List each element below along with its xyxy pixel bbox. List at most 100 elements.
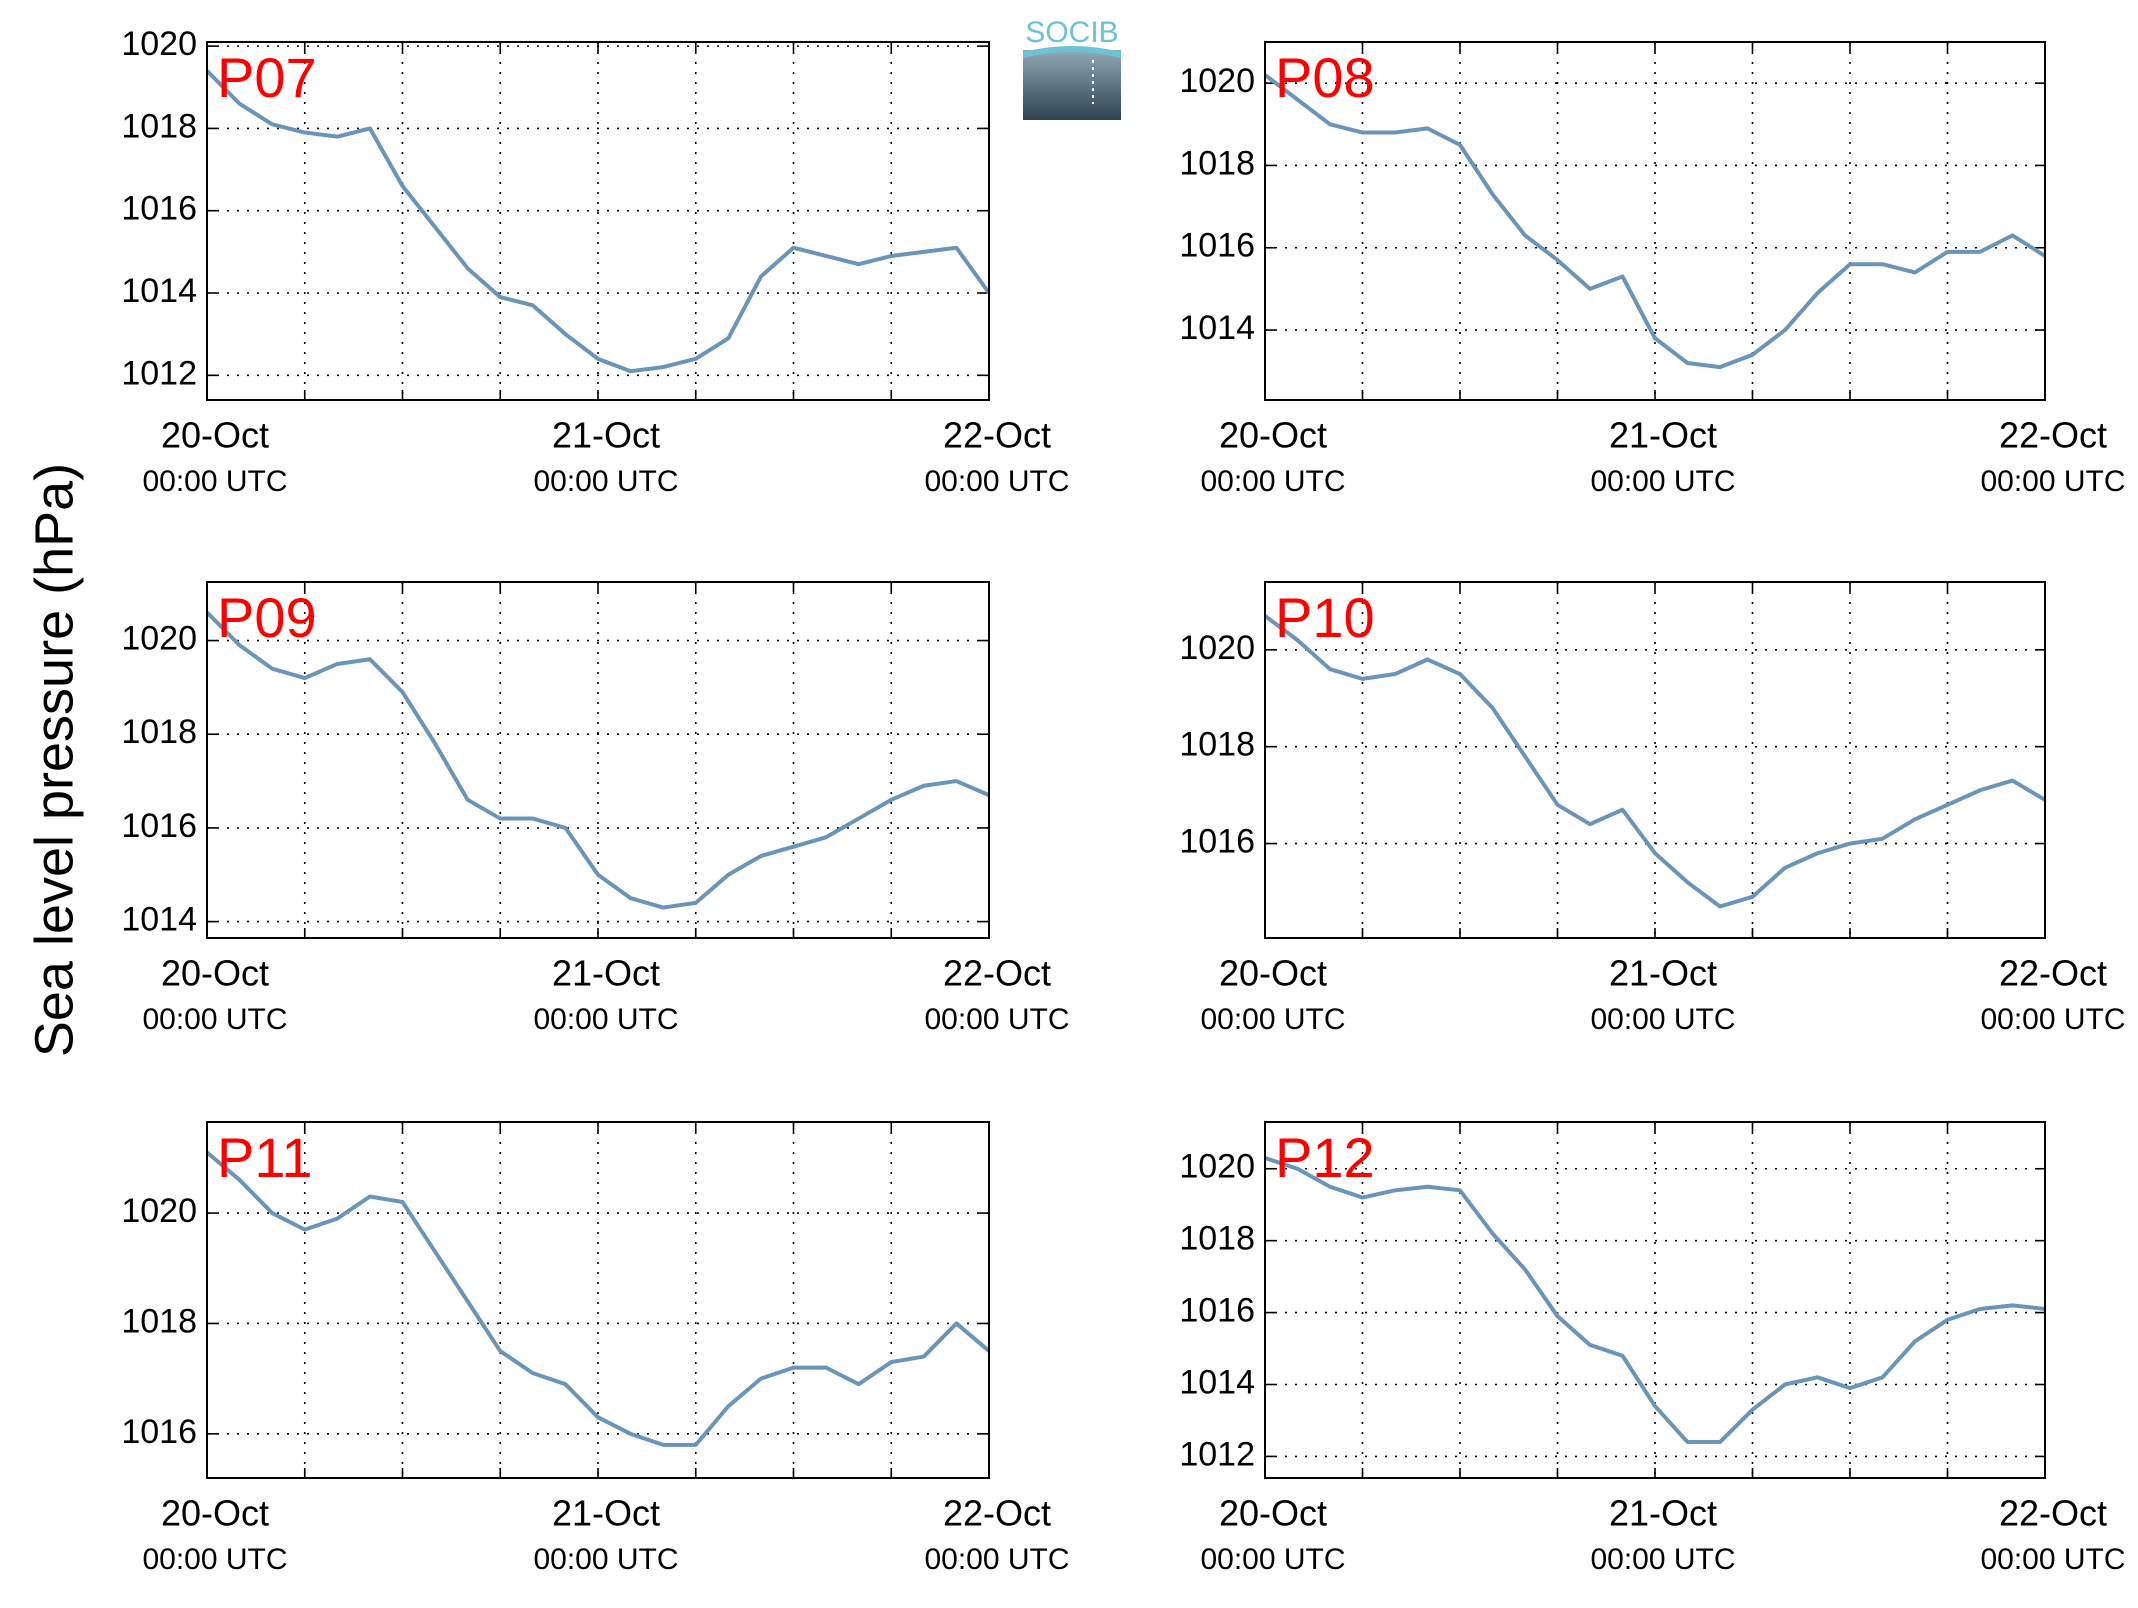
x-tick-sublabel: 00:00 UTC	[1980, 1543, 2125, 1576]
plot-area	[1265, 42, 2045, 400]
y-tick-label: 1016	[1179, 227, 1255, 265]
plot-frame	[1264, 41, 2046, 401]
y-tick-label: 1014	[1179, 309, 1255, 347]
x-tick-sublabel: 00:00 UTC	[142, 465, 287, 498]
x-tick-label: 21-Oct	[1609, 415, 1717, 456]
y-tick-label: 1020	[121, 25, 197, 63]
y-tick-label: 1016	[121, 807, 197, 845]
panel-title: P07	[217, 46, 317, 109]
x-tick-label: 20-Oct	[161, 1493, 269, 1534]
x-tick-sublabel: 00:00 UTC	[142, 1543, 287, 1576]
plot-area	[1265, 582, 2045, 938]
series-line	[207, 1150, 989, 1447]
plot-frame	[206, 1121, 990, 1479]
series-line	[1265, 614, 2045, 909]
y-tick-label: 1016	[121, 1413, 197, 1451]
y-tick-label: 1014	[121, 901, 197, 939]
y-tick-label: 1018	[121, 713, 197, 751]
logo-text: SOCIB	[1025, 16, 1118, 49]
x-tick-label: 21-Oct	[552, 1493, 660, 1534]
x-tick-label: 20-Oct	[1219, 415, 1327, 456]
x-tick-sublabel: 00:00 UTC	[533, 1003, 678, 1036]
panel: 1012 1014 1016 1018 1020 20-Oct 00:00 UTC 21-Oc…	[121, 25, 1069, 498]
x-tick-sublabel: 00:00 UTC	[533, 1543, 678, 1576]
logo: SOCIB	[1023, 16, 1121, 120]
x-tick-label: 22-Oct	[943, 1493, 1051, 1534]
y-tick-label: 1014	[1179, 1363, 1255, 1401]
x-tick-label: 21-Oct	[1609, 953, 1717, 994]
plot-frame	[1264, 1121, 2046, 1479]
plot-frame	[206, 581, 990, 939]
y-tick-label: 1018	[1179, 726, 1255, 764]
x-tick-label: 21-Oct	[552, 415, 660, 456]
series-line	[207, 69, 989, 374]
y-tick-label: 1020	[1179, 629, 1255, 667]
y-tick-label: 1018	[121, 1302, 197, 1340]
x-tick-sublabel: 00:00 UTC	[924, 1543, 1069, 1576]
x-tick-sublabel: 00:00 UTC	[1200, 1543, 1345, 1576]
x-tick-sublabel: 00:00 UTC	[142, 1003, 287, 1036]
y-tick-label: 1020	[121, 620, 197, 658]
x-tick-sublabel: 00:00 UTC	[1200, 465, 1345, 498]
series-line	[207, 611, 989, 910]
y-tick-label: 1020	[1179, 1148, 1255, 1186]
x-tick-sublabel: 00:00 UTC	[924, 1003, 1069, 1036]
panel: 1012 1014 1016 1018 1020 20-Oct 00:00 UTC 21-Oc…	[1179, 1121, 2126, 1576]
series-group	[1265, 614, 2045, 909]
series-group	[207, 1150, 989, 1447]
y-axis-label: Sea level pressure (hPa)	[24, 463, 84, 1057]
y-tick-label: 1012	[1179, 1435, 1255, 1473]
x-tick-sublabel: 00:00 UTC	[1590, 465, 1735, 498]
x-tick-sublabel: 00:00 UTC	[1200, 1003, 1345, 1036]
plot-frame	[206, 41, 990, 401]
logo-block	[1023, 50, 1121, 120]
y-tick-label: 1018	[1179, 1220, 1255, 1258]
x-tick-label: 22-Oct	[1999, 415, 2107, 456]
plot-area	[207, 1122, 989, 1478]
panel-title: P09	[217, 586, 317, 649]
y-tick-label: 1020	[121, 1192, 197, 1230]
panel-title: P08	[1275, 46, 1375, 109]
x-tick-label: 21-Oct	[1609, 1493, 1717, 1534]
y-tick-label: 1016	[1179, 823, 1255, 861]
y-tick-label: 1016	[1179, 1292, 1255, 1330]
series-line	[1265, 73, 2045, 370]
y-tick-label: 1018	[1179, 144, 1255, 182]
x-tick-sublabel: 00:00 UTC	[924, 465, 1069, 498]
panel: 1016 1018 1020 20-Oct 00:00 UTC 21-Oct 00:00 U…	[121, 1121, 1070, 1576]
series-group	[207, 69, 989, 374]
x-tick-label: 20-Oct	[161, 953, 269, 994]
y-tick-label: 1018	[121, 107, 197, 145]
x-tick-sublabel: 00:00 UTC	[1980, 1003, 2125, 1036]
x-tick-sublabel: 00:00 UTC	[533, 465, 678, 498]
plot-frame	[1264, 581, 2046, 939]
x-tick-sublabel: 00:00 UTC	[1980, 465, 2125, 498]
plot-area	[207, 582, 989, 938]
x-tick-label: 22-Oct	[1999, 1493, 2107, 1534]
series-group	[207, 611, 989, 910]
panel-title: P11	[217, 1126, 312, 1189]
x-tick-label: 20-Oct	[1219, 953, 1327, 994]
y-tick-label: 1012	[121, 354, 197, 392]
y-tick-label: 1016	[121, 190, 197, 228]
plot-area	[1265, 1122, 2045, 1478]
x-tick-label: 20-Oct	[1219, 1493, 1327, 1534]
panel-title: P10	[1275, 586, 1375, 649]
panel: 1014 1016 1018 1020 20-Oct 00:00 UTC 21-Oct 00:…	[1179, 41, 2126, 498]
panel-title: P12	[1275, 1126, 1375, 1189]
y-tick-label: 1020	[1179, 62, 1255, 100]
x-tick-sublabel: 00:00 UTC	[1590, 1543, 1735, 1576]
x-tick-label: 21-Oct	[552, 953, 660, 994]
x-tick-label: 20-Oct	[161, 415, 269, 456]
series-line	[1265, 1156, 2045, 1445]
x-tick-label: 22-Oct	[1999, 953, 2107, 994]
panel: 1014 1016 1018 1020 20-Oct 00:00 UTC 21-Oct 00:…	[121, 581, 1070, 1036]
series-group	[1265, 73, 2045, 370]
logo-wave	[1023, 46, 1121, 58]
x-tick-label: 22-Oct	[943, 415, 1051, 456]
x-tick-sublabel: 00:00 UTC	[1590, 1003, 1735, 1036]
y-tick-label: 1014	[121, 272, 197, 310]
x-tick-label: 22-Oct	[943, 953, 1051, 994]
plot-area	[207, 42, 989, 400]
